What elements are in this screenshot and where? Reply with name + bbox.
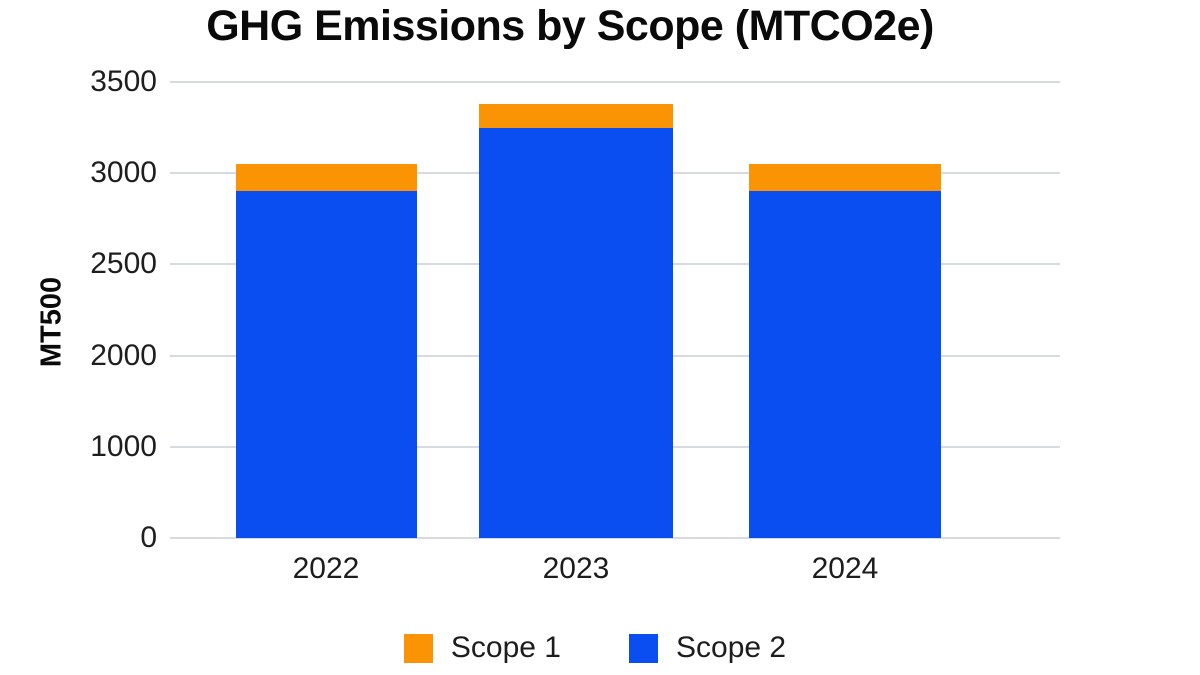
bar-segment-scope1-2022	[236, 164, 417, 192]
x-tick-label-2024: 2024	[811, 552, 879, 585]
y-tick-label-1000: 1000	[90, 429, 157, 463]
legend-item-scope2: Scope 2	[629, 631, 786, 665]
x-tick-label-2023: 2023	[542, 552, 610, 585]
bar-segment-scope1-2023	[479, 103, 673, 128]
scope1-color-swatch	[403, 633, 433, 663]
legend-label-scope2: Scope 2	[676, 631, 787, 664]
gridline-3500	[170, 81, 1060, 83]
bar-segment-scope2-2022	[236, 191, 417, 538]
bar-segment-scope2-2024	[749, 191, 941, 538]
y-tick-label-2000: 2000	[90, 338, 157, 372]
legend-item-scope1: Scope 1	[403, 631, 561, 665]
gridline-0	[170, 537, 1060, 539]
y-tick-label-0: 0	[140, 521, 157, 554]
bar-segment-scope1-2024	[749, 164, 941, 192]
bar-segment-scope2-2023	[479, 127, 673, 538]
chart-legend: Scope 1 Scope 2	[0, 631, 1190, 665]
scope2-color-swatch	[629, 633, 658, 663]
y-tick-label-3500: 3500	[90, 65, 157, 98]
legend-label-scope1: Scope 1	[450, 631, 561, 664]
x-tick-label-2022: 2022	[292, 552, 360, 585]
y-tick-label-2500: 2500	[90, 247, 157, 281]
chart-title: GHG Emissions by Scope (MTCO2e)	[206, 2, 934, 50]
y-tick-label-3000: 3000	[90, 156, 157, 190]
